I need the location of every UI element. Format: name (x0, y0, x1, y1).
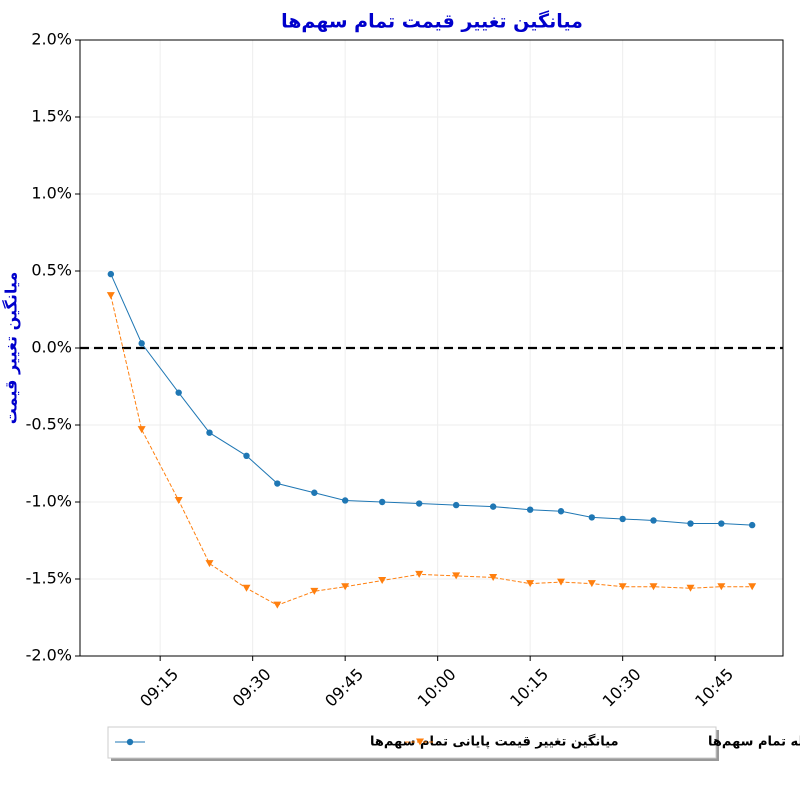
point (718, 520, 725, 527)
point (273, 601, 282, 609)
point (174, 496, 183, 504)
y-tick-label: -2.0% (26, 646, 72, 665)
point (686, 584, 695, 592)
y-tick-label: 1.0% (31, 184, 72, 203)
point (526, 506, 534, 513)
x-tick-label: 10:15 (506, 665, 552, 711)
point (588, 514, 596, 521)
y-tick-label: 2.0% (31, 30, 72, 49)
legend-label: میانگین تغییر قیمت پایانی تمام سهم‌ها (370, 734, 619, 750)
y-tick-label: -1.5% (26, 569, 72, 588)
point (274, 480, 281, 487)
x-tick-label: 10:45 (691, 665, 737, 711)
point (137, 426, 146, 434)
point (717, 583, 726, 591)
y-tick-label: -1.0% (26, 492, 72, 511)
y-tick-label: 1.5% (31, 107, 72, 126)
point (649, 583, 658, 591)
x-tick-label: 09:15 (136, 665, 182, 711)
y-axis-label: میانگین تغییر قیمت (2, 272, 21, 425)
point (526, 580, 535, 588)
point (748, 521, 756, 529)
x-tick-label: 10:30 (599, 665, 645, 711)
point (415, 570, 424, 578)
y-tick-label: 0.0% (31, 338, 72, 357)
legend-marker (416, 738, 424, 746)
y-tick-label: -0.5% (26, 415, 72, 434)
point (748, 583, 757, 591)
point (587, 580, 596, 588)
point (687, 520, 694, 527)
x-tick-label: 09:30 (229, 665, 275, 711)
point (138, 340, 145, 347)
point (378, 498, 386, 506)
point (557, 508, 565, 515)
point (452, 572, 461, 580)
point (311, 489, 318, 496)
point (618, 583, 627, 591)
point (557, 578, 565, 586)
point (489, 503, 497, 510)
point (106, 292, 115, 300)
x-tick-label: 09:45 (321, 665, 367, 711)
point (206, 429, 213, 436)
y-tick-label: 0.5% (31, 261, 72, 280)
point (341, 497, 349, 504)
legend: میانگین تغییر قیمت پایانی تمام سهم‌ها میا… (107, 726, 800, 761)
point (619, 515, 626, 523)
legend-marker (126, 738, 134, 746)
point (107, 270, 115, 278)
series-line (110, 295, 753, 606)
legend-label: میانگین تغییر قیمت آخرین معامله تمام سهم… (708, 733, 800, 750)
point (415, 500, 423, 507)
series-line (110, 273, 753, 526)
point (341, 583, 350, 591)
point (650, 517, 657, 524)
chart-title: میانگین تغییر قیمت تمام سهم‌ها (281, 10, 583, 33)
point (243, 452, 250, 459)
point (378, 577, 387, 585)
point (242, 584, 251, 592)
point (489, 573, 498, 581)
point (175, 389, 182, 396)
x-tick-label: 10:00 (414, 665, 460, 711)
point (310, 587, 319, 595)
point (205, 560, 214, 568)
point (452, 501, 460, 509)
